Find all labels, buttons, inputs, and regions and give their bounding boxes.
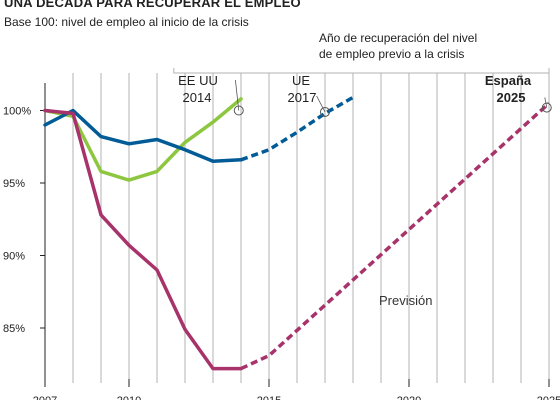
recovery-note-line-2: de empleo previo a la crisis: [319, 47, 465, 61]
spain-recovery-leader: [544, 97, 548, 108]
y-tick-label-90: 90%: [3, 251, 25, 263]
spain-recovery-year-label: 2025: [497, 90, 526, 105]
recovery-note: Año de recuperación del nivel de empleo …: [319, 30, 539, 62]
y-tick-label-85: 85%: [3, 323, 25, 335]
spain-recovery-marker: [541, 102, 552, 113]
x-tick-label-2015: 2015: [257, 395, 281, 400]
chart-subtitle: Base 100: nivel de empleo al inicio de l…: [4, 15, 249, 29]
forecast-label: Previsión: [379, 293, 432, 308]
y-tick-label-95: 95%: [3, 178, 25, 190]
spain-forecast-line: [240, 101, 551, 371]
usa-series-label: EE UU: [178, 73, 218, 88]
usa-recovery-leader: [235, 80, 240, 111]
recovery-bracket: [173, 68, 550, 74]
spain-series-label: España: [485, 73, 532, 88]
x-tick-label-2010: 2010: [117, 395, 141, 400]
usa-recovery-year-label: 2014: [183, 90, 212, 105]
ue-series-label: UE: [292, 73, 310, 88]
x-tick-label-2007: 2007: [33, 395, 57, 400]
spain-line: [43, 108, 243, 371]
ue-line: [43, 108, 243, 164]
y-tick-label-100: 100%: [3, 106, 31, 118]
chart-title: UNA DÉCADA PARA RECUPERAR EL EMPLEO: [4, 0, 301, 10]
ue-recovery-leader: [316, 95, 326, 113]
recovery-note-line-1: Año de recuperación del nivel: [319, 31, 478, 45]
x-tick-label-2020: 2020: [397, 395, 421, 400]
ue-recovery-year-label: 2017: [288, 90, 317, 105]
x-tick-label-2025: 2025: [537, 395, 560, 400]
ue-recovery-marker: [320, 106, 330, 117]
usa-recovery-marker: [233, 105, 244, 116]
